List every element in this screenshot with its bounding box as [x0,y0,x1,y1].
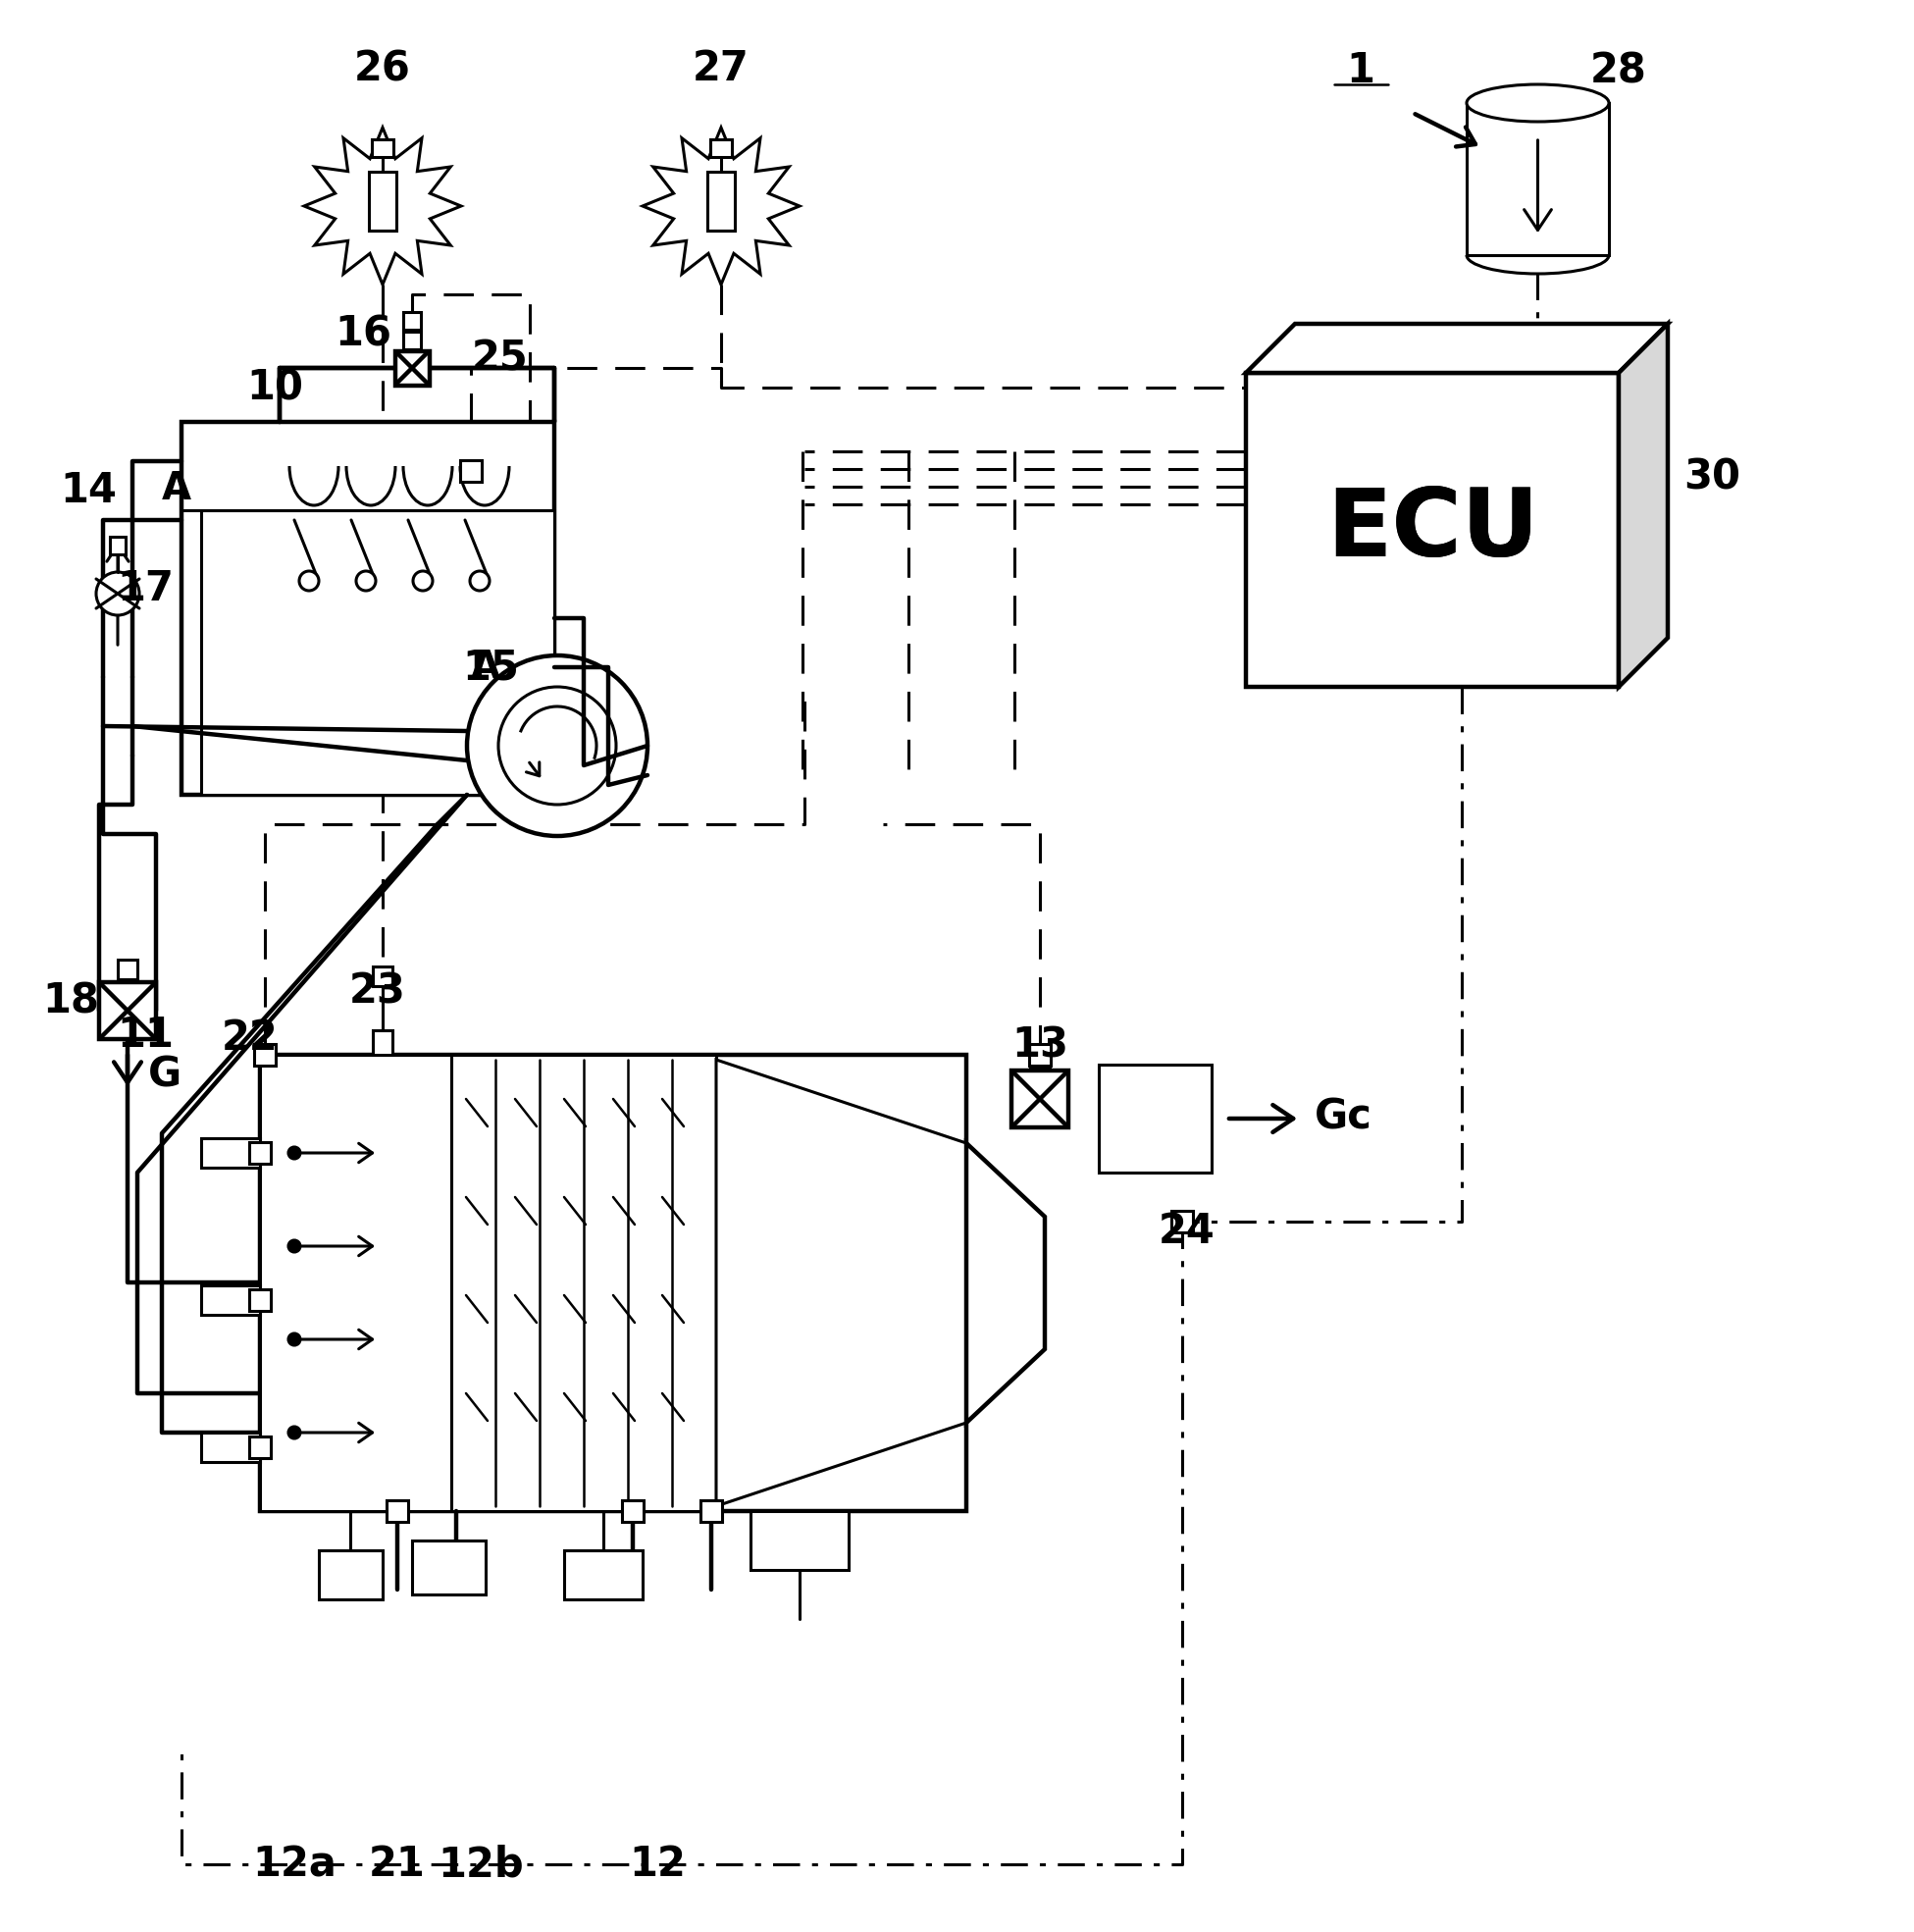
Bar [119,960,138,980]
Bar [1246,373,1619,688]
Polygon shape [643,128,800,284]
Text: 24: 24 [1158,1211,1215,1252]
Bar [249,1289,270,1312]
Bar [260,1055,452,1511]
Bar [404,313,421,330]
Text: 15: 15 [461,647,519,688]
Circle shape [471,572,490,591]
Bar [708,172,735,230]
Text: 1: 1 [1346,50,1374,91]
Bar [255,1043,276,1066]
Bar [182,421,555,794]
Bar [249,1142,270,1163]
Bar [387,1501,408,1522]
Bar [710,139,731,156]
Text: 16: 16 [335,313,392,354]
Bar [452,1055,716,1511]
Text: ECU: ECU [1326,485,1539,576]
Circle shape [413,572,433,591]
Bar [201,1285,260,1316]
Bar [1099,1065,1212,1173]
Bar [394,352,429,384]
Text: ECU: ECU [1326,485,1539,576]
Text: A: A [163,469,191,508]
Text: 12a: 12a [253,1843,337,1886]
Bar [369,172,396,230]
Text: 21: 21 [369,1843,425,1886]
Text: A: A [471,649,500,686]
Bar [260,1055,967,1511]
Bar [701,1501,722,1522]
Bar [1030,1043,1051,1066]
Bar [622,1501,643,1522]
Polygon shape [1619,325,1667,688]
Circle shape [96,572,140,614]
Text: 18: 18 [42,980,100,1022]
Bar [1011,1070,1068,1128]
Polygon shape [304,128,461,284]
Bar [412,1540,486,1594]
Polygon shape [1246,325,1667,373]
Circle shape [289,1426,300,1439]
Bar [565,1549,643,1600]
Text: 27: 27 [693,48,750,89]
Text: 11: 11 [117,1014,174,1055]
Bar [201,510,555,794]
Bar [371,139,394,156]
Bar [320,1549,383,1600]
Text: 25: 25 [473,338,528,379]
Text: 10: 10 [247,367,302,408]
Text: 30: 30 [1684,456,1740,497]
Circle shape [299,572,320,591]
Bar [1466,102,1610,255]
Polygon shape [716,1061,967,1507]
Circle shape [498,688,616,804]
Bar [249,1437,270,1459]
Text: 13: 13 [1011,1024,1068,1066]
Text: G: G [147,1053,182,1095]
Bar [1030,1047,1049,1068]
Text: 26: 26 [354,48,412,89]
Circle shape [289,1333,300,1345]
Bar [201,1432,260,1463]
Ellipse shape [1466,85,1610,122]
Bar [404,332,421,350]
Bar [750,1511,848,1571]
Bar [373,1030,392,1055]
Bar [459,460,482,481]
Bar [109,537,126,554]
Circle shape [356,572,375,591]
Text: 17: 17 [117,568,174,609]
Circle shape [467,655,647,837]
Text: 12b: 12b [438,1843,524,1886]
Bar [201,1138,260,1167]
Text: Gc: Gc [1315,1095,1372,1138]
Text: 14: 14 [59,469,117,512]
Bar [100,981,155,1039]
Circle shape [289,1148,300,1159]
Polygon shape [967,1144,1045,1422]
Text: 28: 28 [1591,50,1648,91]
Circle shape [289,1240,300,1252]
Text: 23: 23 [350,970,406,1012]
Bar [373,966,392,985]
Text: 22: 22 [222,1018,279,1059]
Text: 12: 12 [630,1843,685,1886]
Bar [1171,1211,1192,1233]
